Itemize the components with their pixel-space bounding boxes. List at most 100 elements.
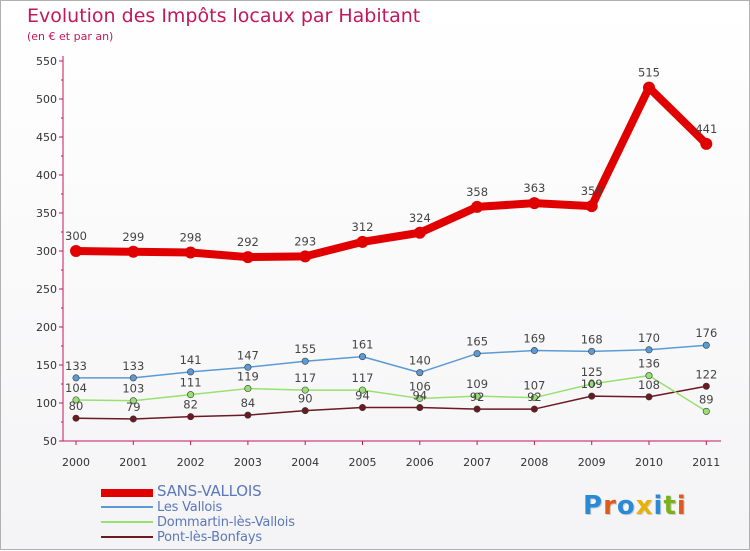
series-line-dommartin-les-vallois xyxy=(75,374,707,412)
logo-letter: x xyxy=(635,491,654,521)
data-label-les-vallois: 161 xyxy=(352,338,374,352)
data-point-les-vallois xyxy=(129,374,137,382)
data-label-pont-les-bonfays: 82 xyxy=(183,398,198,412)
series-line-sans-vallois xyxy=(75,83,710,262)
data-point-sans-vallois xyxy=(471,200,484,213)
data-label-les-vallois: 140 xyxy=(409,354,431,368)
data-label-dommartin-les-vallois: 119 xyxy=(237,370,259,384)
data-point-sans-vallois xyxy=(643,81,655,94)
data-point-les-vallois xyxy=(244,363,252,371)
x-tick-label: 2003 xyxy=(234,456,262,469)
data-label-pont-les-bonfays: 94 xyxy=(412,389,427,403)
legend: SANS-VALLOIS Les Vallois Dommartin-lès-V… xyxy=(101,482,361,545)
data-point-les-vallois xyxy=(588,347,596,355)
data-point-sans-vallois xyxy=(356,235,369,248)
data-point-les-vallois xyxy=(358,353,366,361)
x-tick-label: 2008 xyxy=(520,456,548,469)
y-tick-label: 250 xyxy=(36,283,57,296)
chart-title: Evolution des Impôts locaux par Habitant xyxy=(27,5,421,27)
legend-swatch-dommartin-les-vallois xyxy=(101,521,153,523)
data-label-dommartin-les-vallois: 111 xyxy=(180,376,202,390)
y-tick-label: 150 xyxy=(36,359,57,372)
x-tick-label: 2001 xyxy=(119,456,147,469)
logo-letter: i xyxy=(676,491,687,521)
legend-swatch-les-vallois xyxy=(101,506,153,508)
data-point-les-vallois xyxy=(301,357,309,365)
legend-label-dommartin-les-vallois: Dommartin-lès-Vallois xyxy=(157,515,295,530)
data-label-dommartin-les-vallois: 107 xyxy=(523,379,545,393)
legend-item-dommartin-les-vallois: Dommartin-lès-Vallois xyxy=(101,515,361,530)
legend-label-pont-les-bonfays: Pont-lès-Bonfays xyxy=(157,530,262,545)
data-point-dommartin-les-vallois xyxy=(129,397,137,405)
x-tick-label: 2010 xyxy=(635,456,663,469)
y-tick-label: 450 xyxy=(36,131,57,144)
data-label-les-vallois: 169 xyxy=(523,332,545,346)
y-tick-label: 100 xyxy=(36,397,57,410)
data-label-sans-vallois: 312 xyxy=(352,220,374,234)
data-point-pont-les-bonfays xyxy=(72,414,80,422)
data-point-dommartin-les-vallois xyxy=(530,394,538,402)
data-point-pont-les-bonfays xyxy=(244,411,252,419)
chart-subtitle: (en € et par an) xyxy=(27,30,114,43)
data-point-dommartin-les-vallois xyxy=(72,396,80,404)
series-line-les-vallois xyxy=(76,344,707,379)
data-label-sans-vallois: 359 xyxy=(581,184,603,198)
data-point-dommartin-les-vallois xyxy=(473,392,481,400)
data-label-pont-les-bonfays: 92 xyxy=(527,390,542,404)
series-line-pont-les-bonfays xyxy=(75,385,707,420)
series-les-vallois xyxy=(76,344,707,379)
legend-label-les-vallois: Les Vallois xyxy=(157,500,223,515)
data-point-dommartin-les-vallois xyxy=(244,385,252,393)
series-sans-vallois xyxy=(75,83,710,262)
data-label-dommartin-les-vallois: 89 xyxy=(699,392,714,406)
data-point-dommartin-les-vallois xyxy=(187,391,195,399)
data-label-sans-vallois: 441 xyxy=(695,122,717,136)
data-point-pont-les-bonfays xyxy=(702,382,710,390)
data-point-sans-vallois xyxy=(241,251,254,264)
data-label-sans-vallois: 515 xyxy=(638,66,660,80)
data-point-pont-les-bonfays xyxy=(129,415,137,423)
data-label-dommartin-les-vallois: 109 xyxy=(466,377,488,391)
data-point-dommartin-les-vallois xyxy=(588,380,596,388)
data-label-les-vallois: 133 xyxy=(122,359,144,373)
data-point-les-vallois xyxy=(530,347,538,355)
legend-label-sans-vallois: SANS-VALLOIS xyxy=(157,482,262,500)
data-label-sans-vallois: 358 xyxy=(466,185,488,199)
data-label-pont-les-bonfays: 84 xyxy=(241,396,256,410)
data-point-sans-vallois xyxy=(184,246,197,259)
data-label-sans-vallois: 293 xyxy=(294,234,316,248)
logo-letter: i xyxy=(653,491,664,521)
data-point-pont-les-bonfays xyxy=(187,413,195,421)
data-point-sans-vallois xyxy=(127,245,140,258)
data-label-dommartin-les-vallois: 106 xyxy=(409,379,431,393)
legend-item-les-vallois: Les Vallois xyxy=(101,500,361,515)
data-label-les-vallois: 155 xyxy=(294,342,316,356)
data-point-les-vallois xyxy=(645,346,653,354)
data-point-pont-les-bonfays xyxy=(645,393,653,401)
proxiti-logo: Proxiti xyxy=(583,491,687,521)
data-point-pont-les-bonfays xyxy=(416,404,424,412)
x-tick-label: 2004 xyxy=(291,456,319,469)
legend-swatch-pont-les-bonfays xyxy=(101,536,153,538)
data-label-pont-les-bonfays: 122 xyxy=(695,367,717,381)
data-point-sans-vallois xyxy=(585,200,598,213)
data-label-pont-les-bonfays: 92 xyxy=(470,390,485,404)
logo-letter: o xyxy=(616,491,636,521)
data-point-dommartin-les-vallois xyxy=(358,386,366,394)
x-tick-label: 2006 xyxy=(406,456,434,469)
series-pont-les-bonfays xyxy=(75,385,707,420)
data-label-pont-les-bonfays: 80 xyxy=(69,399,84,413)
data-point-les-vallois xyxy=(473,350,481,358)
data-label-dommartin-les-vallois: 125 xyxy=(581,365,603,379)
data-label-les-vallois: 133 xyxy=(65,359,87,373)
data-label-sans-vallois: 324 xyxy=(409,211,431,225)
data-point-pont-les-bonfays xyxy=(358,404,366,412)
data-point-sans-vallois xyxy=(700,137,713,150)
data-label-les-vallois: 147 xyxy=(237,348,259,362)
x-tick-label: 2009 xyxy=(578,456,606,469)
data-point-les-vallois xyxy=(702,341,710,349)
data-label-les-vallois: 168 xyxy=(581,332,603,346)
data-label-les-vallois: 141 xyxy=(180,353,202,367)
data-label-dommartin-les-vallois: 117 xyxy=(294,371,316,385)
